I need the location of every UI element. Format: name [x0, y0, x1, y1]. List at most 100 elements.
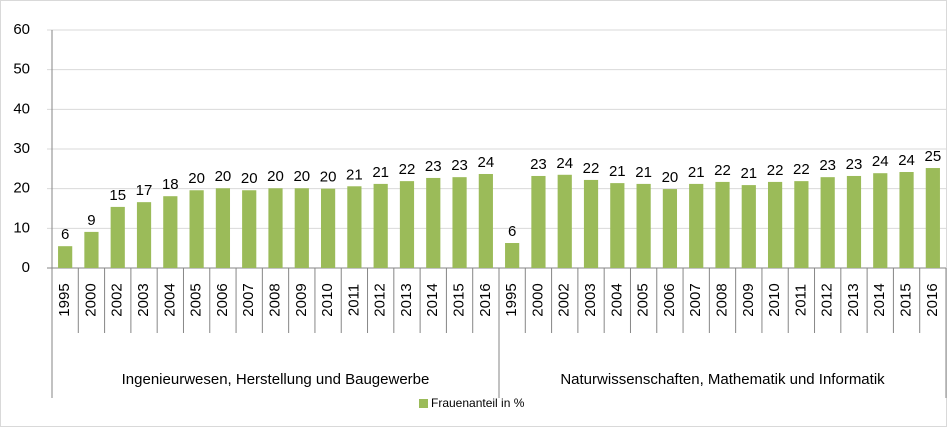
bar — [925, 168, 940, 268]
bar — [531, 175, 546, 268]
bar — [294, 188, 309, 268]
x-tick-label: 2016 — [477, 283, 494, 316]
value-label: 24 — [556, 155, 573, 172]
x-tick-label: 2014 — [871, 283, 888, 316]
bar — [689, 183, 704, 268]
value-label: 6 — [508, 223, 516, 240]
x-tick-label: 2012 — [819, 283, 836, 316]
x-tick-label: 2009 — [740, 283, 757, 316]
bar — [610, 183, 625, 268]
bar — [636, 183, 651, 268]
bar — [767, 181, 783, 268]
group-label: Ingenieurwesen, Herstellung und Baugewer… — [122, 371, 430, 388]
x-tick-label: 2000 — [82, 283, 99, 316]
x-tick-label: 2008 — [266, 283, 283, 316]
value-label: 22 — [714, 162, 731, 179]
legend-swatch — [419, 399, 428, 408]
bar — [426, 177, 441, 268]
value-label: 24 — [898, 152, 915, 169]
value-label: 21 — [740, 165, 757, 182]
x-tick-label: 2007 — [240, 283, 257, 316]
bar — [373, 183, 388, 268]
bar — [741, 185, 756, 268]
x-tick-label: 2007 — [687, 283, 704, 316]
value-label: 24 — [478, 154, 495, 171]
value-label: 21 — [372, 164, 389, 181]
bar — [136, 202, 152, 268]
value-label: 20 — [293, 168, 310, 185]
bar — [820, 177, 835, 268]
bar — [452, 177, 467, 268]
value-label: 15 — [109, 187, 126, 204]
value-label: 20 — [241, 170, 258, 187]
x-tick-label: 2013 — [398, 283, 415, 316]
x-tick-label: 2009 — [293, 283, 310, 316]
value-label: 24 — [872, 153, 889, 170]
value-label: 18 — [162, 176, 179, 193]
x-tick-label: 2004 — [161, 283, 178, 316]
x-tick-label: 2000 — [529, 283, 546, 316]
x-tick-label: 2013 — [845, 283, 862, 316]
bar — [110, 206, 125, 268]
x-tick-label: 2015 — [898, 283, 915, 316]
value-label: 20 — [215, 168, 232, 185]
x-tick-label: 2016 — [924, 283, 941, 316]
x-tick-label: 2002 — [556, 283, 573, 316]
value-label: 23 — [819, 157, 836, 174]
value-label: 21 — [609, 163, 626, 180]
y-tick-label: 40 — [13, 100, 30, 117]
bar — [873, 173, 888, 268]
bar — [189, 190, 204, 268]
value-label: 23 — [530, 156, 547, 173]
y-tick-label: 10 — [13, 219, 30, 236]
bar — [347, 186, 362, 268]
x-tick-label: 2015 — [451, 283, 468, 316]
x-tick-label: 1995 — [56, 283, 73, 316]
value-label: 20 — [188, 170, 205, 187]
value-label: 9 — [87, 212, 95, 229]
value-label: 23 — [425, 158, 442, 175]
bar — [505, 243, 520, 268]
value-label: 20 — [320, 169, 337, 186]
value-label: 21 — [688, 164, 705, 181]
value-label: 25 — [925, 148, 942, 165]
value-label: 20 — [662, 169, 679, 186]
bar — [268, 188, 283, 268]
x-tick-label: 2011 — [345, 284, 362, 316]
group-label: Naturwissenschaften, Mathematik und Info… — [560, 371, 885, 388]
x-tick-label: 2005 — [635, 283, 652, 316]
value-label: 20 — [267, 168, 284, 185]
bar — [846, 175, 862, 268]
x-tick-label: 2008 — [713, 283, 730, 316]
y-tick-label: 0 — [22, 259, 30, 276]
bar — [242, 190, 257, 268]
bar — [478, 173, 493, 268]
x-tick-label: 2005 — [188, 283, 205, 316]
value-label: 22 — [793, 161, 810, 178]
bar — [557, 174, 572, 268]
bar — [320, 188, 336, 268]
x-tick-label: 1995 — [503, 283, 520, 316]
y-tick-label: 60 — [13, 21, 30, 38]
x-tick-label: 2006 — [661, 283, 678, 316]
value-label: 17 — [136, 182, 153, 199]
x-tick-label: 2006 — [214, 283, 231, 316]
bar — [163, 196, 178, 268]
x-tick-label: 2012 — [372, 283, 389, 316]
value-label: 6 — [61, 226, 69, 243]
bar — [215, 188, 231, 268]
y-tick-label: 20 — [13, 180, 30, 197]
x-tick-label: 2014 — [424, 283, 441, 316]
value-label: 21 — [346, 166, 363, 183]
x-tick-label: 2010 — [766, 283, 783, 316]
y-tick-label: 30 — [13, 140, 30, 157]
value-label: 22 — [767, 162, 784, 179]
bar — [662, 189, 678, 268]
legend-label: Frauenanteil in % — [431, 396, 525, 410]
bar — [399, 181, 415, 268]
bar — [899, 172, 914, 268]
value-label: 23 — [846, 156, 863, 173]
bar — [84, 231, 99, 268]
